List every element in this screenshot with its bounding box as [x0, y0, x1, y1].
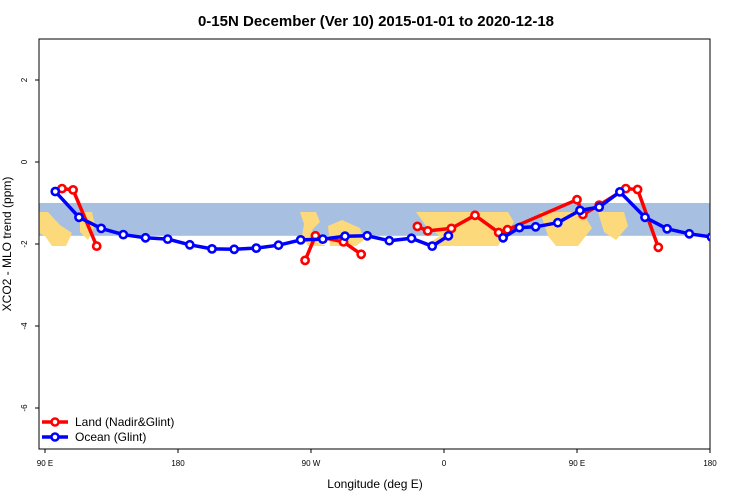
legend-land-marker	[50, 417, 60, 427]
legend-ocean-marker	[50, 432, 60, 442]
y-tick-label: 0	[20, 159, 29, 164]
series-ocean-point	[662, 223, 672, 234]
series-ocean-point	[575, 205, 585, 216]
series-land-point	[300, 255, 310, 266]
continent-south-asia-shape	[540, 212, 592, 246]
series-ocean-point	[50, 186, 61, 197]
series-ocean-point	[615, 186, 625, 197]
series-ocean-point	[427, 241, 438, 251]
legend-ocean-label: Ocean (Glint)	[75, 430, 146, 444]
series-ocean-point	[96, 223, 107, 234]
x-tick-label: 90 E	[37, 459, 53, 468]
series-ocean-point	[640, 212, 650, 223]
plot-frame	[38, 38, 711, 450]
series-ocean-point	[207, 243, 217, 254]
y-tick-label: -6	[20, 404, 29, 412]
series-ocean-point	[184, 239, 195, 250]
series-land-point	[446, 223, 457, 234]
legend-item-land: Land (Nadir&Glint)	[42, 415, 174, 429]
series-ocean-point	[406, 233, 417, 244]
x-tick-label: 180	[171, 459, 185, 468]
series-ocean-point	[251, 243, 262, 253]
series-ocean	[50, 186, 737, 255]
y-axis: 2 0 -2 -4 -6	[20, 77, 39, 412]
series-ocean-point	[362, 230, 373, 241]
series-land-point	[632, 184, 643, 195]
series-ocean-point	[530, 221, 541, 232]
continent-shapes	[39, 212, 628, 246]
series-land-point	[572, 194, 582, 205]
series-ocean-point	[594, 202, 605, 212]
legend-item-ocean: Ocean (Glint)	[42, 430, 146, 444]
series-land-point	[412, 221, 423, 232]
series-ocean-point	[273, 240, 284, 251]
x-axis-label: Longitude (deg E)	[327, 477, 422, 491]
series-ocean-point	[295, 234, 306, 245]
series-ocean-point	[384, 235, 395, 246]
series-ocean-point	[552, 217, 563, 228]
chart-title: 0-15N December (Ver 10) 2015-01-01 to 20…	[198, 13, 554, 30]
series-ocean-point	[74, 212, 84, 223]
series-land-point	[470, 210, 480, 221]
x-tick-label: 90 W	[302, 459, 321, 468]
y-tick-label: 2	[20, 77, 29, 82]
x-axis: 90 E 180 90 W 0 90 E 180	[37, 449, 717, 468]
series-ocean-point	[140, 232, 151, 243]
series-ocean-point	[498, 232, 508, 243]
series-land-point	[68, 184, 78, 195]
series-ocean-point	[229, 244, 240, 255]
legend: Land (Nadir&Glint) Ocean (Glint)	[42, 415, 174, 444]
series-ocean-point	[118, 229, 129, 240]
series-ocean-point	[340, 231, 350, 242]
x-tick-label: 0	[442, 459, 447, 468]
series-ocean-point	[730, 236, 737, 243]
series-land-point	[653, 242, 664, 253]
series-ocean-point	[706, 232, 710, 242]
x-tick-label: 180	[703, 459, 717, 468]
continent-southeast-asia-shape	[598, 212, 628, 240]
series-ocean-point	[443, 230, 454, 241]
continent-africa-shape	[416, 212, 514, 246]
y-tick-label: -4	[20, 322, 29, 330]
y-tick-label: -2	[20, 240, 29, 248]
series-land-point	[356, 249, 367, 260]
series-land-point	[91, 241, 102, 251]
series-ocean-point	[317, 234, 328, 244]
series-layer	[50, 183, 737, 266]
series-ocean-point	[162, 234, 173, 244]
series-ocean-point	[514, 222, 525, 233]
legend-land-label: Land (Nadir&Glint)	[75, 415, 174, 429]
y-axis-label: XCO2 - MLO trend (ppm)	[0, 177, 14, 312]
series-land-point	[422, 225, 433, 236]
x-tick-label: 90 E	[569, 459, 585, 468]
series-ocean-point	[684, 228, 695, 239]
continent-central-america-shape	[300, 212, 326, 246]
continent-asia-shape	[39, 212, 72, 246]
